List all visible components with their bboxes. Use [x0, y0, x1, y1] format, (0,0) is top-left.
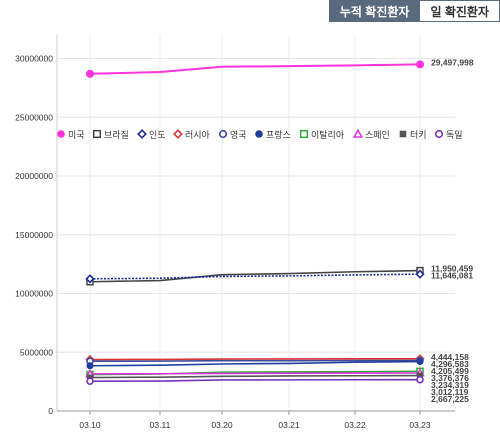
series-start-marker [86, 377, 94, 385]
y-tick-label: 10000000 [15, 289, 53, 299]
series-line [89, 359, 421, 362]
y-tick-label: 20000000 [15, 171, 53, 181]
y-tick-label: 5000000 [20, 347, 53, 357]
series-start-marker [86, 362, 94, 370]
end-value-label: 2,667,225 [431, 394, 469, 404]
axes: 0 5000000 10000000 15000000 20000000 25000000… [15, 35, 455, 430]
x-tick-label: 03.10 [79, 420, 101, 430]
x-tick-label: 03.20 [211, 420, 233, 430]
tab-daily-cases[interactable]: 일 확진환자 [420, 0, 500, 22]
legend-item[interactable]: 인도 [137, 129, 166, 141]
series-line [89, 269, 421, 283]
legend-item[interactable]: 이탈리아 [299, 129, 345, 141]
end-value-label: 3,376,376 [431, 373, 469, 383]
series-0 [86, 60, 424, 78]
legend-marker [57, 130, 65, 138]
legend-item[interactable]: 프랑스 [255, 129, 291, 141]
series-end-marker [417, 372, 423, 379]
legend-label: 이탈리아 [311, 130, 345, 141]
legend-marker [218, 129, 228, 139]
legend-label: 독일 [446, 130, 463, 141]
series-end-marker [415, 269, 425, 279]
legend-item[interactable]: 영국 [218, 129, 247, 141]
end-value-label: 11,646,081 [431, 271, 473, 281]
legend-label: 프랑스 [266, 129, 291, 141]
legend-label: 영국 [230, 130, 247, 141]
legend-marker [92, 129, 102, 139]
x-tick-label: 03.21 [278, 420, 300, 430]
series-5 [86, 358, 424, 370]
series-lines [85, 60, 425, 385]
tab-cumulative-cases[interactable]: 누적 확진환자 [328, 0, 421, 22]
legend-item[interactable]: 러시아 [173, 129, 211, 141]
legend-label: 브라질 [104, 129, 129, 141]
series-line [89, 360, 421, 367]
legend-marker [352, 128, 364, 138]
series-line [89, 273, 421, 280]
end-value-label: 11,950,459 [431, 264, 473, 274]
legend-marker [173, 129, 183, 139]
tab-bar: 누적 확진환자 일 확진환자 [328, 0, 500, 22]
legend-item[interactable]: 미국 [57, 130, 85, 141]
legend-item[interactable]: 스페인 [352, 128, 390, 141]
legend: 미국 브라질 인도 러시아 영국 프랑스 이탈리아 스페인 터키 독일 [57, 128, 463, 141]
end-value-label: 4,444,158 [431, 352, 469, 362]
x-tick-label: 03.22 [344, 420, 366, 430]
end-labels: 29,497,99811,950,45911,646,0814,444,1584… [431, 57, 474, 403]
series-start-marker [86, 69, 94, 78]
x-tick-label: 03.23 [409, 420, 431, 430]
end-value-label: 3,234,319 [431, 380, 469, 390]
legend-label: 미국 [68, 130, 85, 141]
end-value-label: 4,296,583 [431, 359, 469, 369]
series-line [89, 378, 421, 382]
end-value-label: 29,497,998 [431, 57, 474, 67]
series-start-marker [85, 274, 95, 284]
series-9 [86, 375, 424, 385]
legend-label: 인도 [149, 130, 166, 141]
legend-label: 러시아 [185, 130, 211, 141]
series-line [89, 357, 421, 361]
legend-item[interactable]: 독일 [434, 129, 463, 141]
legend-item[interactable]: 브라질 [92, 129, 129, 141]
y-tick-label: 25000000 [15, 112, 53, 122]
series-line [89, 63, 421, 75]
legend-label: 터키 [410, 130, 427, 141]
x-tick-label: 03.11 [150, 420, 171, 430]
y-tick-label: 0 [48, 406, 53, 416]
series-line [89, 374, 421, 379]
series-end-marker [416, 60, 424, 69]
end-value-label: 3,012,119 [431, 387, 469, 397]
legend-marker [137, 129, 147, 139]
legend-marker [299, 129, 309, 139]
legend-label: 스페인 [365, 130, 390, 141]
series-line [89, 372, 421, 375]
end-value-label: 4,205,499 [431, 366, 469, 376]
series-end-marker [416, 375, 424, 384]
legend-marker [255, 130, 263, 138]
legend-item[interactable]: 터키 [399, 130, 427, 141]
series-2 [85, 269, 425, 284]
y-tick-label: 30000000 [15, 54, 53, 64]
legend-marker [399, 130, 407, 138]
legend-marker [434, 129, 444, 139]
series-end-marker [416, 358, 424, 366]
grid-lines [57, 35, 455, 412]
y-tick-label: 15000000 [15, 230, 53, 240]
